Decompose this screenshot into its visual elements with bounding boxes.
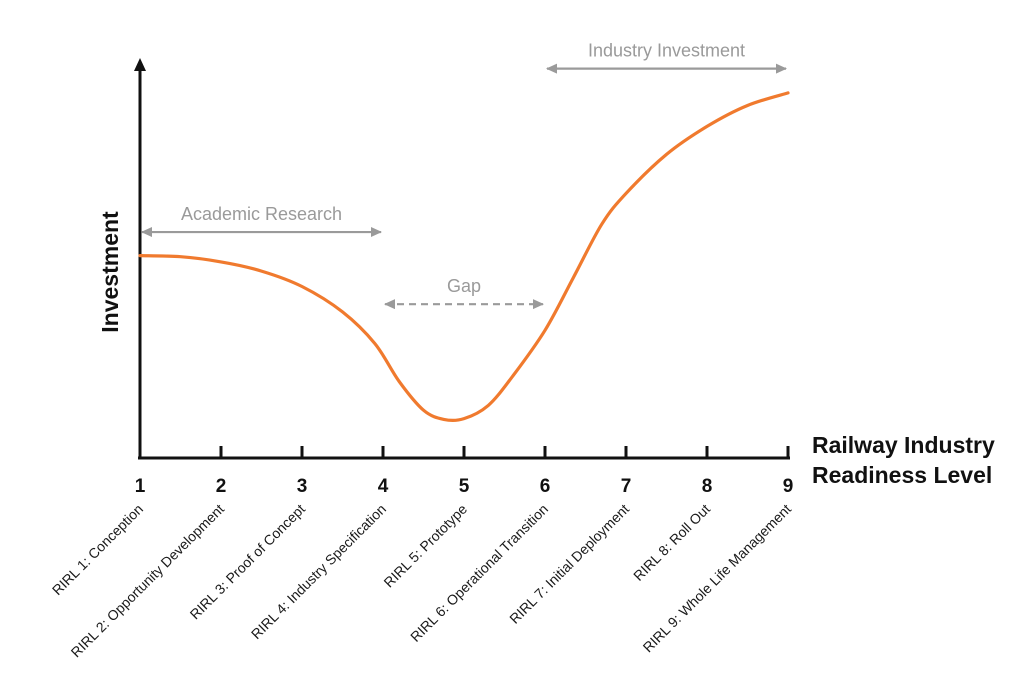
category-label-8: RIRL 8: Roll Out — [630, 501, 713, 584]
category-label-9: RIRL 9: Whole Life Management — [640, 501, 795, 656]
x-tick-label-4: 4 — [378, 476, 389, 497]
x-ticks — [138, 446, 790, 458]
x-tick-label-9: 9 — [783, 476, 794, 497]
x-tick-labels: 1 2 3 4 5 6 7 8 9 — [135, 476, 794, 497]
annotation-label-1: Academic Research — [181, 204, 342, 224]
x-tick-label-1: 1 — [135, 476, 146, 497]
category-label-4: RIRL 4: Industry Specification — [248, 501, 389, 642]
category-label-2: RIRL 2: Opportunity Development — [68, 501, 228, 661]
category-label-5: RIRL 5: Prototype — [380, 501, 470, 591]
x-axis-title-line-2: Readiness Level — [812, 462, 992, 488]
category-label-6: RIRL 6: Operational Transition — [407, 501, 551, 645]
annotation-label-2: Gap — [447, 276, 481, 296]
x-tick-label-6: 6 — [540, 476, 551, 497]
x-tick-label-5: 5 — [459, 476, 470, 497]
annotation-label-3: Industry Investment — [588, 41, 745, 61]
x-tick-label-7: 7 — [621, 476, 632, 497]
category-label-1: RIRL 1: Conception — [49, 501, 146, 598]
x-tick-label-2: 2 — [216, 476, 227, 497]
x-axis-title-line-1: Railway Industry — [812, 432, 995, 458]
y-axis-title: Investment — [97, 211, 123, 333]
annotations: Academic Research Gap Industry Investment — [141, 41, 787, 310]
x-tick-label-8: 8 — [702, 476, 713, 497]
x-axis-title: Railway Industry Readiness Level — [812, 432, 1001, 488]
series-line — [138, 91, 790, 423]
x-tick-label-3: 3 — [297, 476, 308, 497]
